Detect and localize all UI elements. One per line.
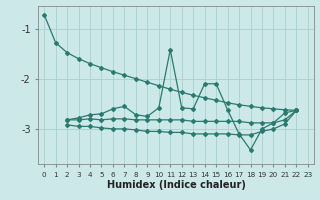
X-axis label: Humidex (Indice chaleur): Humidex (Indice chaleur) (107, 180, 245, 190)
